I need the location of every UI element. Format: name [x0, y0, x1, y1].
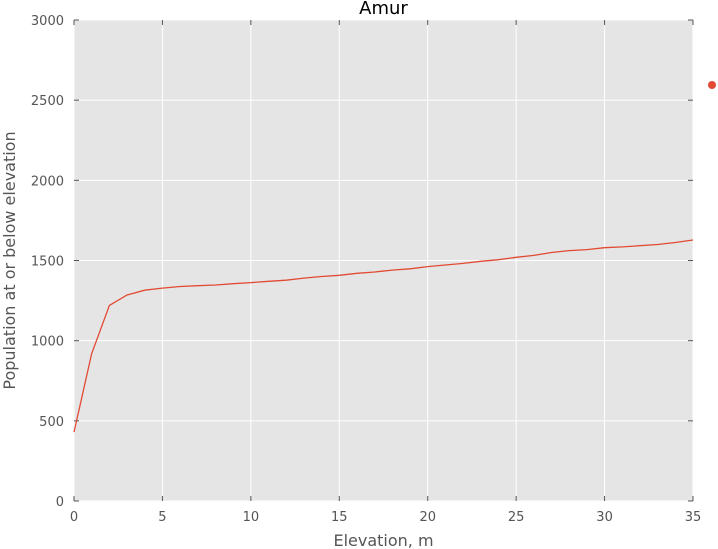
y-axis-label: Population at or below elevation: [0, 131, 19, 389]
series-line: [73, 239, 694, 433]
x-tick-labels: 0 5 10 15 20 25 30 35: [70, 510, 701, 525]
x-tick-label: 30: [596, 510, 613, 525]
y-tick-label: 3000: [31, 14, 64, 29]
y-tick-label: 2000: [31, 174, 64, 189]
y-tick-label: 0: [56, 495, 64, 510]
chart-title: Amur: [359, 0, 408, 19]
legend-marker: [708, 81, 716, 89]
x-tick-label: 10: [243, 510, 260, 525]
y-tick-labels: 0 500 1000 1500 2000 2500 3000: [31, 14, 64, 510]
x-tick-label: 5: [158, 510, 166, 525]
x-tick-label: 15: [331, 510, 348, 525]
y-tick-label: 1000: [31, 335, 64, 350]
y-tick-label: 500: [39, 415, 64, 430]
x-tick-label: 35: [685, 510, 702, 525]
x-axis-label: Elevation, m: [333, 531, 433, 549]
x-tick-label: 25: [508, 510, 525, 525]
y-tick-label: 2500: [31, 94, 64, 109]
x-tick-label: 0: [70, 510, 78, 525]
axis-ticks: [73, 19, 694, 502]
x-tick-label: 20: [419, 510, 436, 525]
y-tick-label: 1500: [31, 255, 64, 270]
